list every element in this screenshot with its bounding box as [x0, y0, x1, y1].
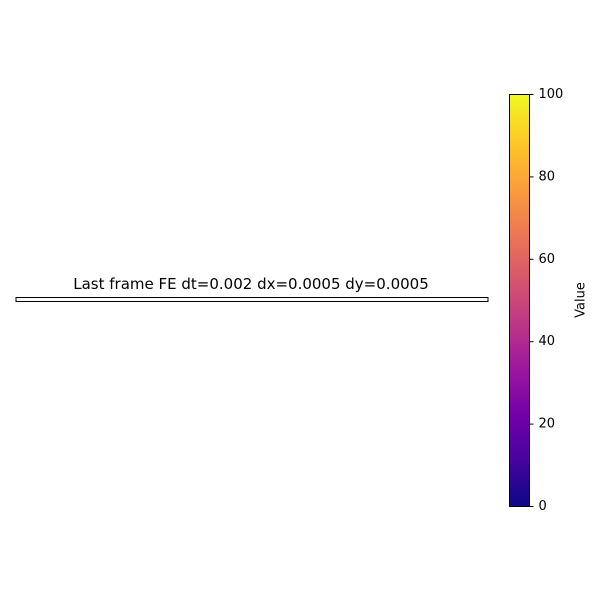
- colorbar: 0 20 40 60 80 100 Value: [509, 87, 589, 514]
- chart-title: Last frame FE dt=0.002 dx=0.0005 dy=0.00…: [73, 275, 429, 293]
- colorbar-ticks: 0 20 40 60 80 100: [529, 87, 564, 514]
- colorbar-tick-label: 0: [539, 499, 547, 514]
- colorbar-tick-label: 100: [539, 87, 564, 102]
- colorbar-tick-label: 80: [539, 169, 556, 184]
- colorbar-label: Value: [574, 282, 589, 318]
- heatmap-image: [15, 297, 489, 302]
- heatmap-panel: Last frame FE dt=0.002 dx=0.0005 dy=0.00…: [15, 275, 489, 302]
- colorbar-tick-label: 20: [539, 417, 556, 432]
- colorbar-gradient: [509, 94, 530, 507]
- colorbar-tick-label: 60: [539, 252, 556, 267]
- colorbar-tick-label: 40: [539, 334, 556, 349]
